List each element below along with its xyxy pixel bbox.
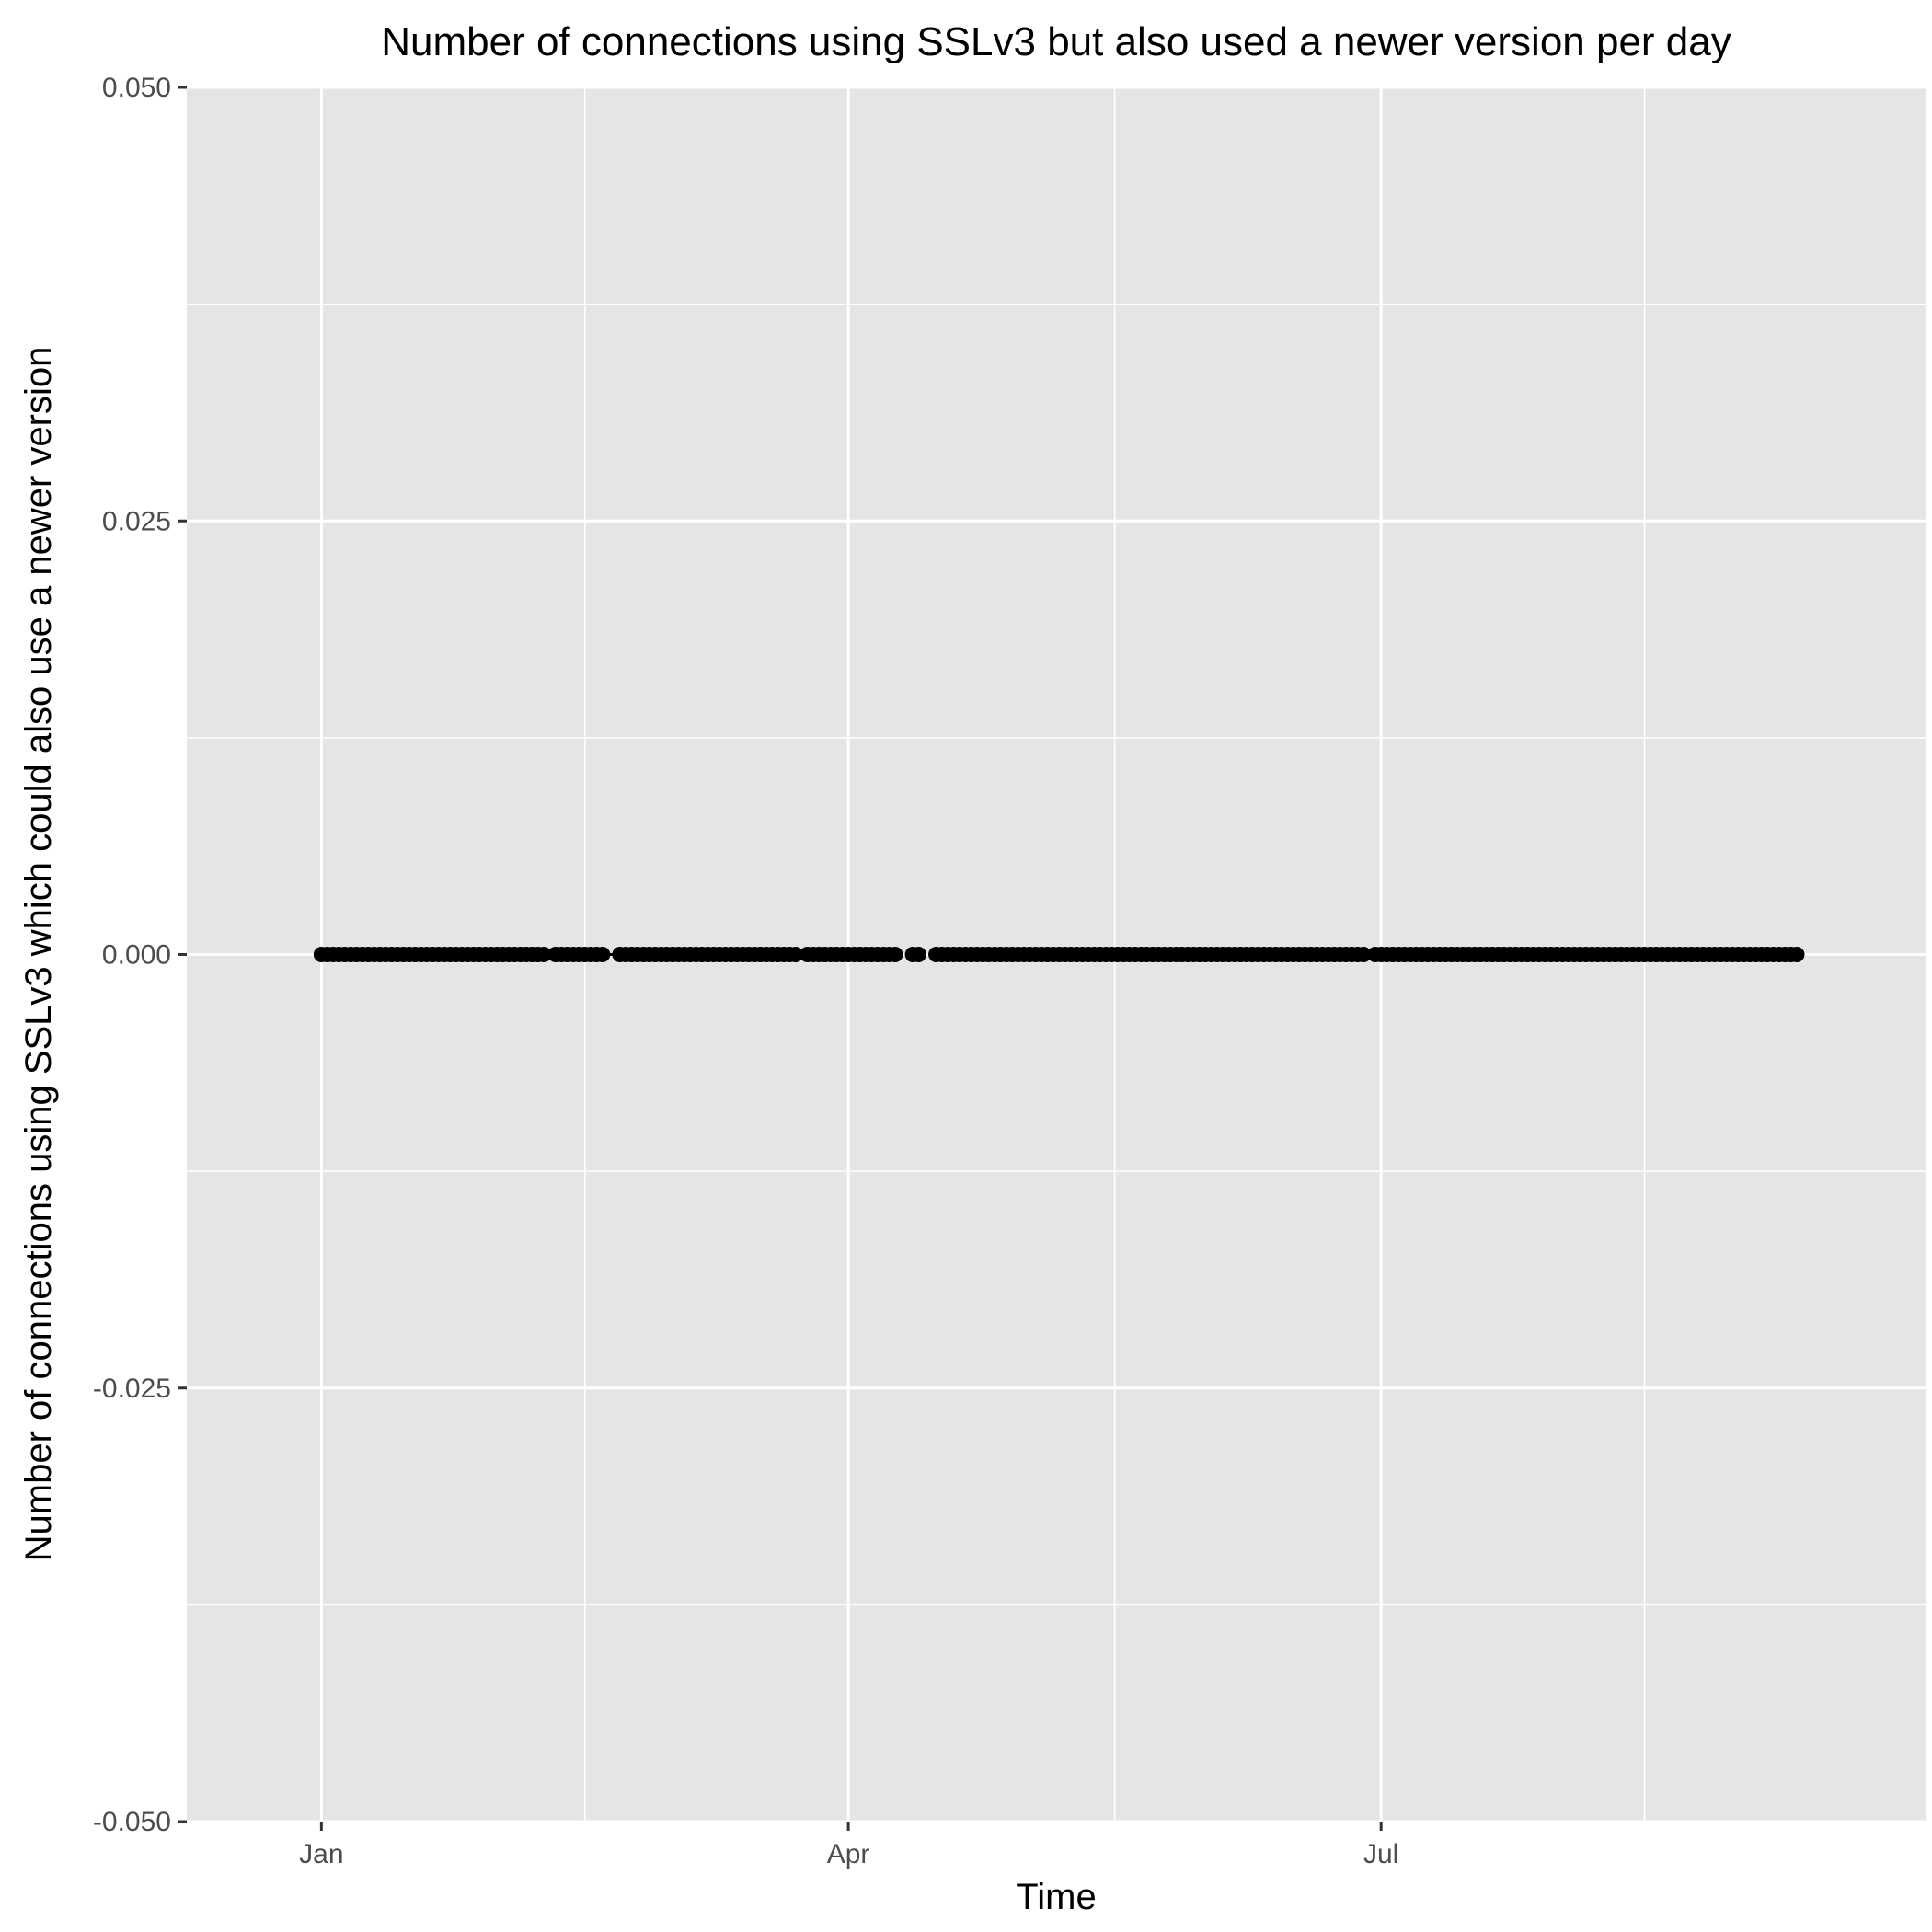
chart-title: Number of connections using SSLv3 but al… xyxy=(381,19,1731,64)
x-tick-label: Apr xyxy=(827,1839,870,1869)
y-tick-label: -0.050 xyxy=(93,1807,171,1837)
y-tick-label: 0.025 xyxy=(102,506,171,536)
data-point xyxy=(594,947,611,962)
y-tick-label: -0.025 xyxy=(93,1374,171,1404)
x-tick-label: Jul xyxy=(1363,1839,1398,1869)
data-series xyxy=(313,947,1805,962)
data-point xyxy=(887,947,903,962)
y-tick-label: 0.050 xyxy=(102,73,171,103)
data-point xyxy=(535,947,552,962)
x-tick-label: Jan xyxy=(299,1839,343,1869)
data-point xyxy=(1355,947,1372,962)
y-tick-label: 0.000 xyxy=(102,940,171,971)
y-axis-title: Number of connections using SSLv3 which … xyxy=(18,347,59,1562)
data-point xyxy=(788,947,804,962)
y-axis: 0.050 0.025 0.000 -0.025 -0.050 xyxy=(93,73,187,1837)
data-point xyxy=(1788,947,1805,962)
x-axis-title: Time xyxy=(1016,1877,1096,1917)
data-point xyxy=(910,947,926,962)
x-axis: Jan Apr Jul xyxy=(299,1822,1398,1869)
